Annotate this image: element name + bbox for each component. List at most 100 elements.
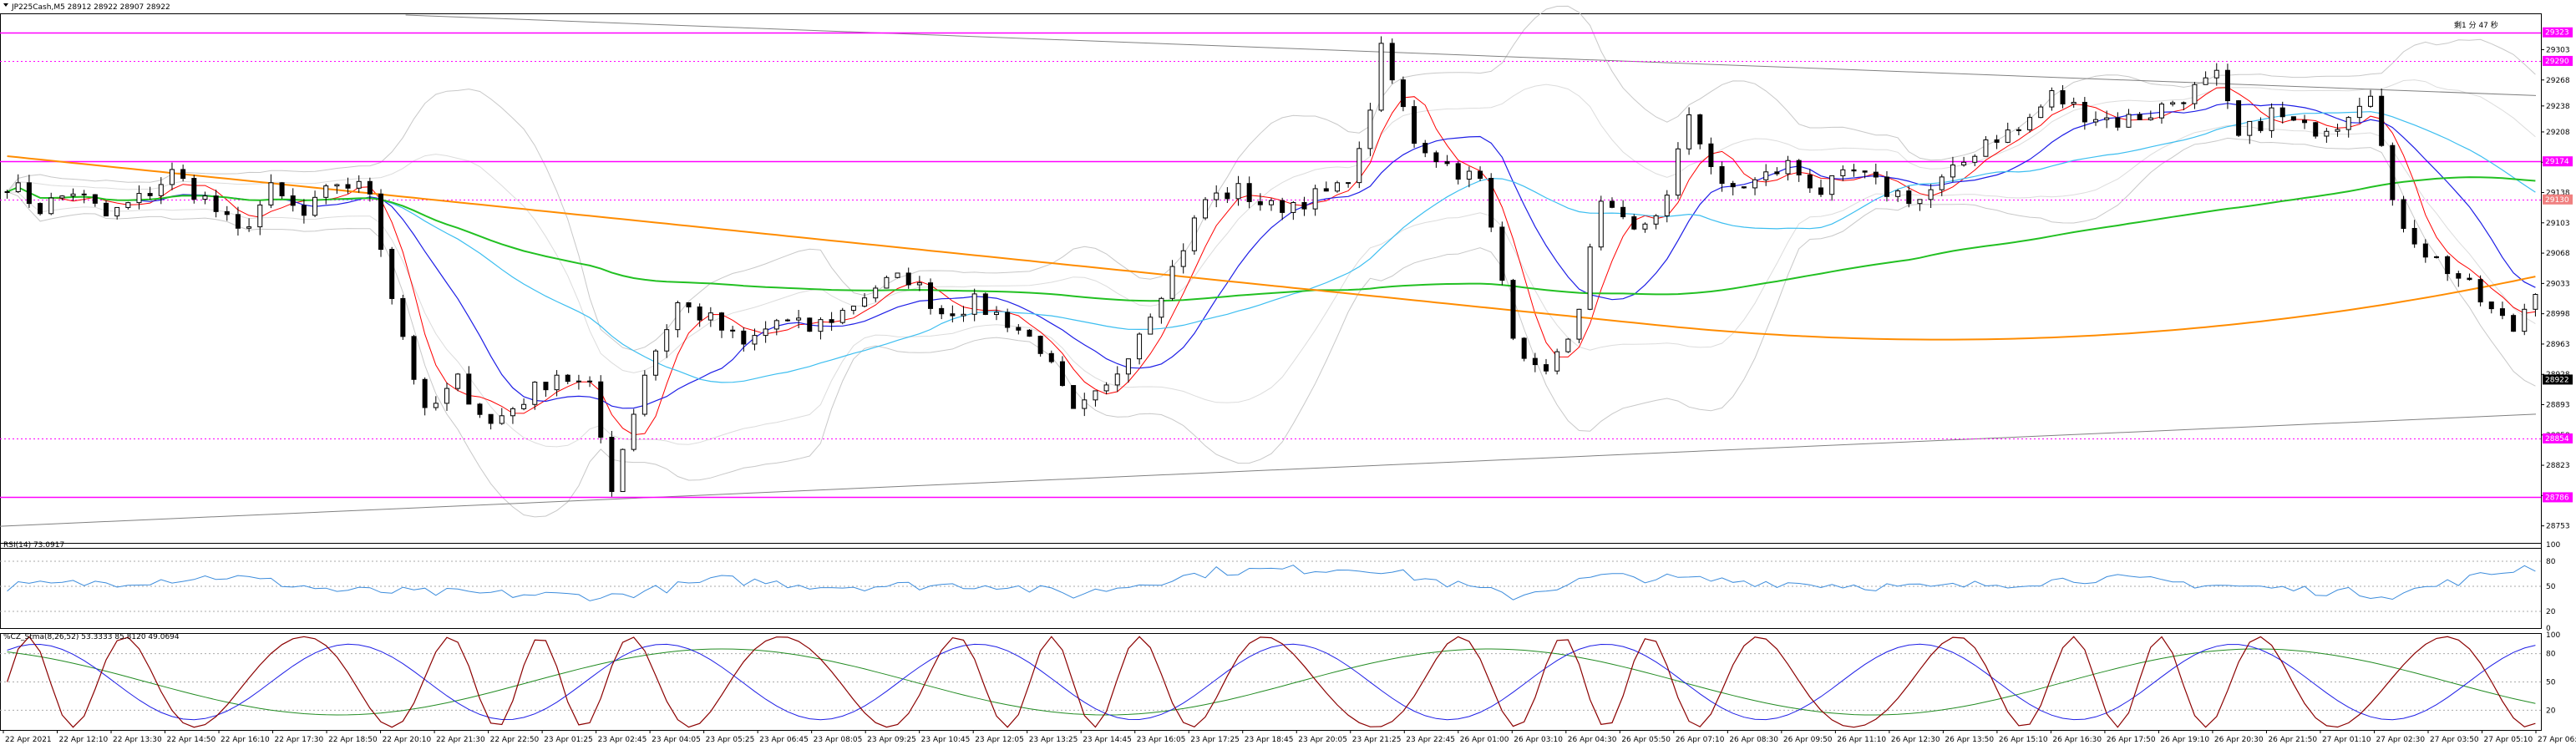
time-tick-label: 22 Apr 2021 — [5, 736, 52, 744]
rsi-tick-label: 50 — [2546, 583, 2556, 591]
candle-body — [334, 184, 340, 187]
time-tick-label: 22 Apr 21:30 — [436, 736, 485, 744]
time-tick-label: 26 Apr 16:30 — [2052, 736, 2102, 744]
candle-body — [1741, 186, 1747, 189]
candle-body — [4, 190, 10, 193]
candle-body — [1334, 182, 1340, 192]
candle-body — [2170, 102, 2176, 105]
candle-body — [1214, 192, 1220, 200]
candle-body — [850, 306, 856, 312]
stoch-title: %CZ_Stma(8,26,52) 53.3333 85.8120 49.069… — [3, 633, 180, 641]
bollinger-inner-upper — [7, 79, 2536, 373]
candle-body — [905, 272, 911, 286]
candle-body — [2379, 95, 2385, 146]
candle-body — [2390, 144, 2396, 200]
candle-body — [1433, 152, 1439, 163]
time-tick-label: 23 Apr 13:25 — [1029, 736, 1078, 744]
time-tick-label: 26 Apr 13:50 — [1945, 736, 1994, 744]
time-tick-label: 22 Apr 13:30 — [113, 736, 162, 744]
rsi-pane — [0, 560, 2541, 612]
candle-body — [1719, 166, 1725, 185]
candle-body — [1323, 188, 1329, 192]
candle-body — [1917, 199, 1923, 205]
candle-body — [1708, 143, 1714, 168]
price-tick-label: 28753 — [2546, 523, 2570, 531]
candle-body — [1191, 217, 1197, 251]
time-tick-label: 23 Apr 22:45 — [1406, 736, 1455, 744]
candle-body — [1114, 373, 1120, 386]
level-tag-label: 29130 — [2545, 196, 2569, 205]
candle-body — [993, 312, 999, 316]
candle-body — [1246, 183, 1252, 202]
candle-body — [1510, 280, 1516, 339]
candle-body — [2445, 256, 2451, 275]
level-tag-bg — [2543, 27, 2573, 38]
candle-body — [158, 184, 164, 196]
collapse-icon[interactable] — [3, 3, 8, 7]
price-tick-label: 28998 — [2546, 311, 2570, 319]
candle-body — [2181, 102, 2187, 104]
candle-body — [26, 182, 32, 205]
candle-body — [664, 329, 670, 352]
time-tick-label: 23 Apr 21:25 — [1352, 736, 1402, 744]
candle-body — [2345, 117, 2351, 130]
time-tick-label: 23 Apr 05:25 — [706, 736, 755, 744]
candle-body — [2016, 129, 2021, 131]
time-tick-label: 22 Apr 22:50 — [490, 736, 540, 744]
time-tick-label: 23 Apr 18:45 — [1245, 736, 1294, 744]
candle-body — [796, 317, 802, 321]
candle-body — [2192, 84, 2198, 104]
candle-body — [1225, 192, 1230, 200]
candle-body — [1257, 200, 1263, 205]
level-tag-bg — [2543, 194, 2573, 205]
candle-body — [1269, 200, 1274, 205]
candle-body — [1565, 338, 1571, 352]
time-tick-label: 23 Apr 16:05 — [1137, 736, 1186, 744]
candle-body — [1818, 187, 1824, 195]
candle-body — [169, 169, 175, 185]
candle-body — [70, 193, 76, 197]
candle-body — [653, 350, 659, 376]
level-tag-bg — [2543, 156, 2573, 167]
candle-body — [290, 195, 296, 206]
pane-frame — [0, 13, 2542, 549]
candle-body — [279, 182, 285, 197]
candle-body — [1752, 179, 1758, 189]
candle-body — [532, 382, 538, 405]
candle-body — [1829, 175, 1835, 195]
candle-body — [1312, 188, 1318, 210]
candle-body — [1796, 160, 1802, 175]
candle-body — [2356, 105, 2362, 119]
candle-body — [1774, 171, 1780, 175]
candle-body — [1071, 385, 1077, 409]
candle-body — [1016, 327, 1022, 331]
price-tick-label: 28823 — [2546, 462, 2570, 470]
candle-body — [1675, 148, 1681, 196]
candle-body — [2082, 102, 2087, 123]
candle-body — [1544, 364, 1549, 372]
candle-body — [1840, 169, 1846, 176]
time-tick-label: 26 Apr 08:30 — [1729, 736, 1778, 744]
candle-body — [2093, 119, 2099, 123]
candle-body — [1103, 384, 1109, 392]
moving-averages — [7, 87, 2536, 436]
ma-fast-line — [7, 87, 2536, 436]
candle-body — [367, 180, 373, 195]
trend-line — [405, 14, 2537, 96]
candle-body — [2422, 243, 2428, 258]
candle-body — [213, 195, 219, 212]
candle-body — [2115, 117, 2121, 128]
time-tick-label: 23 Apr 14:45 — [1083, 736, 1132, 744]
level-tag-label: 29290 — [2545, 58, 2569, 66]
level-tag-bg — [2543, 55, 2573, 66]
candle-body — [1983, 139, 1989, 157]
candle-body — [180, 169, 186, 180]
candle-body — [1059, 361, 1065, 387]
candle-body — [1203, 199, 1209, 219]
level-tag-label: 28786 — [2545, 494, 2569, 502]
rsi-tick-label: 20 — [2546, 608, 2556, 616]
candle-body — [1037, 336, 1043, 354]
price-tick-label: 29303 — [2546, 46, 2570, 54]
